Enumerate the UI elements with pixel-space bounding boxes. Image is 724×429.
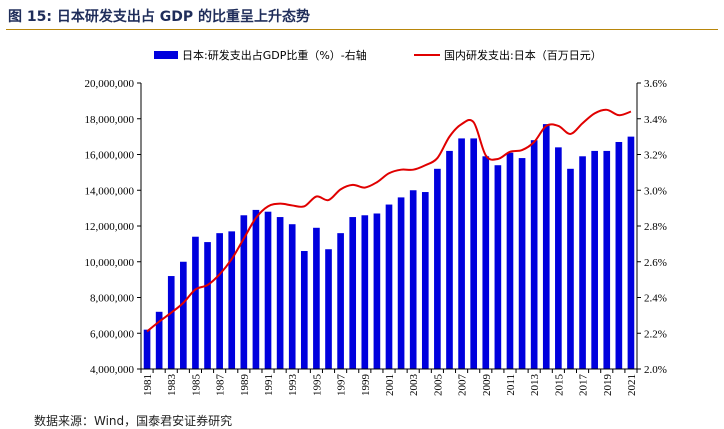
bar-1996: [325, 249, 332, 369]
x-tick-label: 1991: [263, 374, 275, 396]
title-divider: [6, 29, 718, 30]
left-tick-label: 8,000,000: [90, 293, 135, 305]
x-tick-label: 2005: [432, 374, 444, 397]
bar-1986: [204, 242, 211, 369]
bar-2018: [591, 150, 598, 369]
x-tick-label: 1993: [287, 374, 299, 397]
bar-2005: [434, 168, 441, 369]
x-tick-label: 2003: [408, 374, 420, 397]
legend: 日本:研发支出占GDP比重（%）-右轴 国内研发支出:日本（百万日元）: [154, 48, 602, 62]
x-tick-label: 2001: [384, 374, 396, 396]
bar-2011: [506, 152, 514, 369]
bar-2003: [409, 190, 417, 369]
bar-1995: [313, 227, 320, 369]
bar-1991: [264, 211, 272, 369]
bar-2004: [421, 192, 429, 369]
right-axis-ticks: 2.0% 2.2% 2.4% 2.6% 2.8% 3.0% 3.2% 3.4% 3.6%: [637, 78, 667, 376]
bar-2014: [542, 124, 550, 369]
bar-series: [143, 124, 635, 369]
bar-2020: [615, 141, 623, 369]
right-tick-label: 3.4%: [644, 114, 667, 126]
left-axis-ticks: 4,000,000 6,000,000 8,000,000 10,000,000 12,…: [85, 78, 141, 376]
right-tick-label: 2.8%: [644, 221, 667, 233]
bar-1983: [167, 276, 175, 369]
x-axis-ticks: 1981 1983 1985 1987 1989 1991 1993 1995 1997 1999…: [140, 369, 638, 397]
x-tick-label: 1985: [190, 374, 202, 397]
left-tick-label: 12,000,000: [85, 221, 135, 233]
x-tick-label: 2009: [481, 374, 493, 397]
bar-1990: [252, 209, 260, 369]
x-tick-label: 2007: [457, 374, 469, 397]
x-tick-label: 1997: [336, 374, 348, 397]
bar-1994: [300, 251, 308, 369]
left-tick-label: 18,000,000: [85, 114, 135, 126]
left-tick-label: 14,000,000: [85, 185, 135, 197]
x-tick-label: 2017: [578, 374, 590, 397]
legend-line-label: 国内研发支出:日本（百万日元）: [444, 48, 602, 62]
x-tick-label: 2021: [626, 374, 638, 396]
bar-1985: [192, 236, 199, 369]
bar-2002: [397, 197, 405, 369]
bar-1989: [240, 215, 248, 369]
right-tick-label: 2.6%: [644, 257, 667, 269]
bar-1981: [143, 329, 151, 369]
bar-2016: [567, 168, 574, 369]
bar-1993: [288, 224, 296, 369]
x-tick-label: 1987: [215, 374, 227, 397]
bar-2000: [373, 213, 381, 369]
x-tick-label: 2019: [602, 374, 614, 397]
x-tick-label: 1989: [239, 374, 251, 397]
x-tick-label: 2015: [553, 374, 565, 397]
bar-2008: [470, 138, 478, 369]
right-tick-label: 2.0%: [644, 364, 667, 376]
bar-1988: [228, 231, 236, 369]
left-tick-label: 6,000,000: [90, 328, 135, 340]
legend-bar-swatch: [154, 51, 178, 59]
bar-2015: [555, 147, 562, 369]
left-tick-label: 10,000,000: [85, 257, 135, 269]
bar-1999: [361, 215, 369, 369]
bar-1987: [216, 233, 223, 369]
bar-2021: [627, 136, 635, 369]
bar-1992: [276, 217, 284, 369]
rd-spending-line: [146, 108, 632, 333]
bar-2007: [458, 138, 465, 369]
bar-2010: [494, 165, 502, 369]
bar-2019: [603, 150, 611, 369]
bar-2001: [385, 204, 393, 369]
bar-2013: [530, 140, 538, 369]
bar-2012: [518, 158, 526, 369]
bar-1997: [337, 233, 344, 369]
x-tick-label: 1983: [166, 374, 178, 397]
right-tick-label: 2.2%: [644, 328, 667, 340]
right-tick-label: 3.0%: [644, 185, 667, 197]
x-tick-label: 2011: [505, 374, 517, 396]
bar-1984: [180, 261, 187, 369]
bar-2017: [579, 156, 586, 369]
right-tick-label: 3.6%: [644, 78, 667, 90]
legend-bar-label: 日本:研发支出占GDP比重（%）-右轴: [182, 48, 367, 62]
left-tick-label: 16,000,000: [85, 150, 135, 162]
x-tick-label: 1981: [142, 374, 154, 396]
bar-1998: [349, 217, 357, 369]
left-tick-label: 4,000,000: [90, 364, 135, 376]
right-tick-label: 3.2%: [644, 150, 667, 162]
x-tick-label: 1995: [311, 374, 323, 397]
data-source-note: 数据来源：Wind，国泰君安证券研究: [34, 414, 233, 428]
figure-title: 图 15: 日本研发支出占 GDP 的比重呈上升态势: [8, 9, 310, 25]
bar-2006: [446, 150, 453, 369]
right-tick-label: 2.4%: [644, 293, 667, 305]
x-tick-label: 1999: [360, 374, 372, 397]
bar-2009: [482, 156, 490, 369]
left-tick-label: 20,000,000: [85, 78, 135, 90]
bar-1982: [155, 311, 163, 369]
x-tick-label: 2013: [529, 374, 541, 397]
line-series-group: [146, 108, 632, 333]
